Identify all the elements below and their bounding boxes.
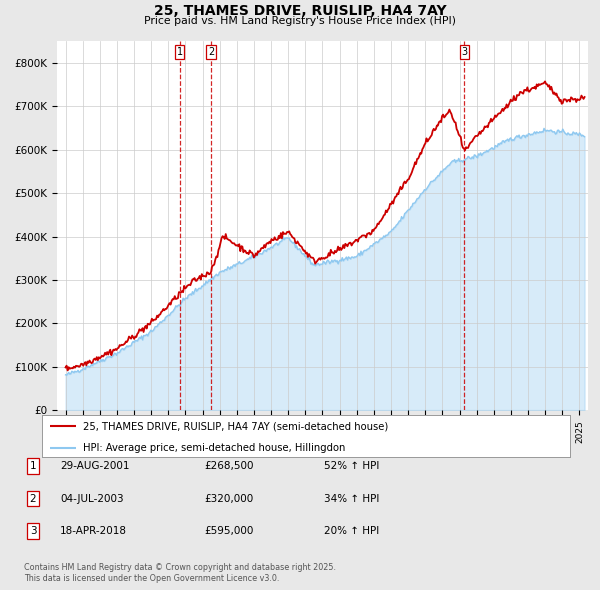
Text: Contains HM Land Registry data © Crown copyright and database right 2025.: Contains HM Land Registry data © Crown c… <box>24 563 336 572</box>
Text: 1: 1 <box>29 461 37 471</box>
Text: 2: 2 <box>208 47 214 57</box>
Text: HPI: Average price, semi-detached house, Hillingdon: HPI: Average price, semi-detached house,… <box>83 443 346 453</box>
Text: 29-AUG-2001: 29-AUG-2001 <box>60 461 130 471</box>
Text: 18-APR-2018: 18-APR-2018 <box>60 526 127 536</box>
Text: 2: 2 <box>29 494 37 503</box>
Text: 20% ↑ HPI: 20% ↑ HPI <box>324 526 379 536</box>
Text: Price paid vs. HM Land Registry's House Price Index (HPI): Price paid vs. HM Land Registry's House … <box>144 16 456 26</box>
Text: 3: 3 <box>29 526 37 536</box>
Text: £320,000: £320,000 <box>204 494 253 503</box>
Text: 25, THAMES DRIVE, RUISLIP, HA4 7AY (semi-detached house): 25, THAMES DRIVE, RUISLIP, HA4 7AY (semi… <box>83 421 388 431</box>
Text: 1: 1 <box>176 47 183 57</box>
Text: £595,000: £595,000 <box>204 526 253 536</box>
Text: 25, THAMES DRIVE, RUISLIP, HA4 7AY: 25, THAMES DRIVE, RUISLIP, HA4 7AY <box>154 4 446 18</box>
Text: 34% ↑ HPI: 34% ↑ HPI <box>324 494 379 503</box>
Text: 04-JUL-2003: 04-JUL-2003 <box>60 494 124 503</box>
Text: This data is licensed under the Open Government Licence v3.0.: This data is licensed under the Open Gov… <box>24 574 280 583</box>
Text: 3: 3 <box>461 47 467 57</box>
Text: £268,500: £268,500 <box>204 461 254 471</box>
Text: 52% ↑ HPI: 52% ↑ HPI <box>324 461 379 471</box>
